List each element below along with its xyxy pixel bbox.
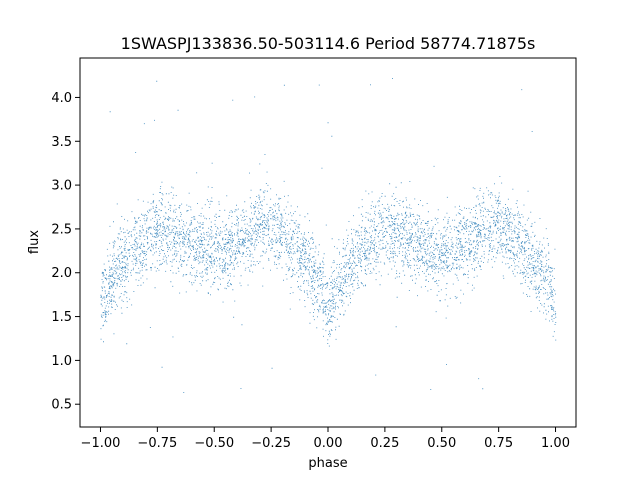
x-tick-label: 0.50 xyxy=(427,436,456,451)
y-tick-label: 1.0 xyxy=(51,354,72,369)
y-tick-label: 3.5 xyxy=(51,135,72,150)
y-tick-label: 4.0 xyxy=(51,91,72,106)
y-tick-label: 2.0 xyxy=(51,266,72,281)
x-tick-label: −1.00 xyxy=(81,436,121,451)
scatter-points xyxy=(100,78,557,393)
x-axis-label: phase xyxy=(308,456,347,471)
y-axis-ticks: 0.5 1.0 1.5 2.0 2.5 3.0 3.5 4.0 xyxy=(51,91,80,413)
chart-title: 1SWASPJ133836.50-503114.6 Period 58774.7… xyxy=(121,34,536,53)
x-tick-label: 0.75 xyxy=(484,436,513,451)
y-axis-label: flux xyxy=(27,230,42,254)
x-tick-label: −0.50 xyxy=(194,436,234,451)
data-points xyxy=(100,78,557,393)
x-tick-label: 1.00 xyxy=(541,436,570,451)
x-tick-label: −0.75 xyxy=(137,436,177,451)
x-tick-label: 0.25 xyxy=(370,436,399,451)
y-tick-label: 3.0 xyxy=(51,179,72,194)
x-axis-ticks: −1.00 −0.75 −0.50 −0.25 0.00 0.25 0.50 0.75 1.00 xyxy=(81,427,570,451)
y-tick-label: 2.5 xyxy=(51,222,72,237)
x-tick-label: −0.25 xyxy=(251,436,291,451)
y-tick-label: 1.5 xyxy=(51,310,72,325)
plot-frame xyxy=(79,57,577,428)
x-tick-label: 0.00 xyxy=(314,436,343,451)
y-tick-label: 0.5 xyxy=(51,398,72,413)
